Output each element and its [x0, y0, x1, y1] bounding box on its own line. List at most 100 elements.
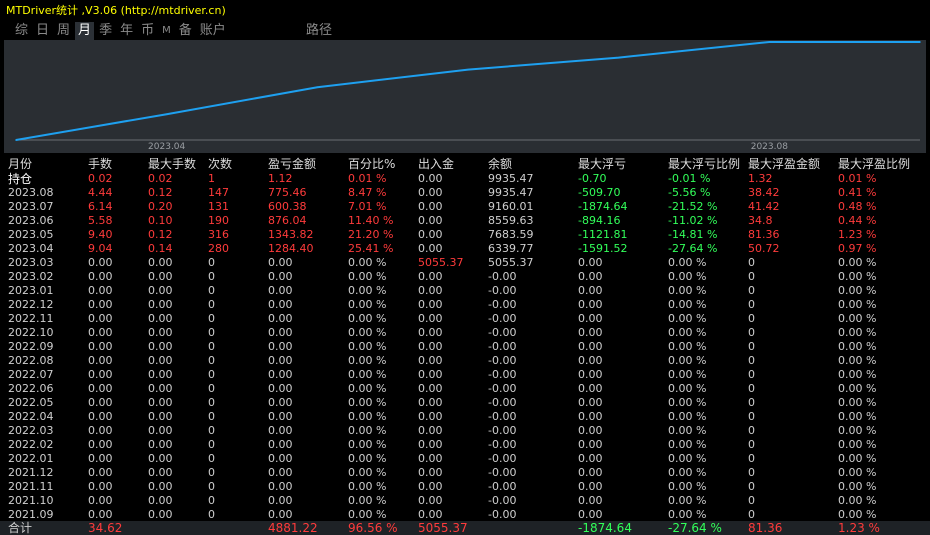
column-header[interactable]: 手数 [88, 157, 113, 171]
table-cell: 0.12 [148, 186, 173, 199]
table-row[interactable]: 2021.09 0.00 0.00 0 0.00 0.00 % 0.00 -0.00 0.00 0… [0, 508, 930, 522]
column-header[interactable]: 余额 [488, 157, 513, 171]
table-cell: 0.00 [148, 452, 173, 465]
table-cell: 0.00 [268, 256, 293, 269]
table-cell: 0.00 [88, 396, 113, 409]
table-cell: 0 [748, 312, 755, 325]
column-header[interactable]: 盈亏金额 [268, 157, 317, 171]
table-cell: -0.00 [488, 368, 517, 381]
table-row[interactable]: 2022.01 0.00 0.00 0 0.00 0.00 % 0.00 -0.00 0.00 0… [0, 452, 930, 466]
table-row[interactable]: 2022.05 0.00 0.00 0 0.00 0.00 % 0.00 -0.00 0.00 0… [0, 396, 930, 410]
table-cell: 0.00 [148, 466, 173, 479]
table-cell: 0.00 [268, 452, 293, 465]
table-cell: 0.20 [148, 200, 173, 213]
table-row[interactable]: 2023.01 0.00 0.00 0 0.00 0.00 % 0.00 -0.00 0.00 0… [0, 284, 930, 298]
table-cell: 131 [208, 200, 229, 213]
table-row[interactable]: 2023.08 4.44 0.12 147 775.46 8.47 % 0.00 9935.4… [0, 186, 930, 200]
table-cell: -1121.81 [578, 228, 628, 241]
tab-2[interactable]: 周 [57, 23, 71, 38]
table-cell: 2022.01 [8, 452, 54, 465]
table-cell: 0.02 [88, 172, 113, 185]
tab-8[interactable]: 备 [178, 23, 192, 38]
table-cell: 0 [748, 508, 755, 521]
tab-9[interactable]: 账户 [199, 23, 226, 38]
column-header[interactable]: 百分比% [348, 157, 396, 171]
table-row[interactable]: 2023.07 6.14 0.20 131 600.38 7.01 % 0.00 9160.0… [0, 200, 930, 214]
table-cell: 0.00 [88, 340, 113, 353]
column-header[interactable]: 最大手数 [148, 157, 197, 171]
table-row[interactable]: 2023.05 9.40 0.12 316 1343.82 21.20 % 0.00 7683… [0, 228, 930, 242]
table-cell: 0.00 [148, 494, 173, 507]
table-row[interactable]: 2022.10 0.00 0.00 0 0.00 0.00 % 0.00 -0.00 0.00 0… [0, 326, 930, 340]
tab-1[interactable]: 日 [36, 23, 50, 38]
table-cell: -0.00 [488, 396, 517, 409]
table-row[interactable]: 2022.08 0.00 0.00 0 0.00 0.00 % 0.00 -0.00 0.00 0… [0, 354, 930, 368]
table-row[interactable]: 2023.06 5.58 0.10 190 876.04 11.40 % 0.00 8559.… [0, 214, 930, 228]
table-cell: 9.40 [88, 228, 113, 241]
table-cell: 0.00 % [348, 382, 387, 395]
table-cell: 0.00 % [838, 424, 877, 437]
table-row[interactable]: 2021.11 0.00 0.00 0 0.00 0.00 % 0.00 -0.00 0.00 0… [0, 480, 930, 494]
table-row[interactable]: 2021.10 0.00 0.00 0 0.00 0.00 % 0.00 -0.00 0.00 0… [0, 494, 930, 508]
table-cell: -0.01 % [668, 172, 711, 185]
tab-5[interactable]: 年 [120, 23, 134, 38]
table-row[interactable]: 2022.06 0.00 0.00 0 0.00 0.00 % 0.00 -0.00 0.00 0… [0, 382, 930, 396]
table-cell: 0 [748, 284, 755, 297]
table-cell: 0.00 [88, 410, 113, 423]
table-row[interactable]: 2021.12 0.00 0.00 0 0.00 0.00 % 0.00 -0.00 0.00 0… [0, 466, 930, 480]
table-cell: 0.00 [418, 270, 443, 283]
column-header[interactable]: 月份 [8, 157, 33, 171]
table-row[interactable]: 2022.09 0.00 0.00 0 0.00 0.00 % 0.00 -0.00 0.00 0… [0, 340, 930, 354]
tab-6[interactable]: 币 [141, 23, 155, 38]
column-header[interactable]: 次数 [208, 157, 233, 171]
tab-0[interactable]: 综 [15, 23, 29, 38]
table-cell: 0.00 [418, 214, 443, 227]
table-cell: 0.00 [418, 452, 443, 465]
table-cell: 0.12 [148, 228, 173, 241]
table-cell: 0.00 [418, 508, 443, 521]
table-row[interactable]: 2023.02 0.00 0.00 0 0.00 0.00 % 0.00 -0.00 0.00 0… [0, 270, 930, 284]
table-cell: 0 [748, 270, 755, 283]
table-cell: 0.00 % [348, 410, 387, 423]
table-cell: 0.00 % [838, 354, 877, 367]
table-cell: 0.00 [268, 410, 293, 423]
table-row[interactable]: 2023.03 0.00 0.00 0 0.00 0.00 % 5055.37 5055.37… [0, 256, 930, 270]
table-cell: 21.20 % [348, 228, 394, 241]
column-header[interactable]: 最大浮亏 [578, 157, 627, 171]
table-cell: 0.00 % [668, 312, 707, 325]
table-row[interactable]: 2022.04 0.00 0.00 0 0.00 0.00 % 0.00 -0.00 0.00 0… [0, 410, 930, 424]
table-cell: 0.00 % [348, 354, 387, 367]
table-cell: 2022.06 [8, 382, 54, 395]
table-row[interactable]: 2022.02 0.00 0.00 0 0.00 0.00 % 0.00 -0.00 0.00 0… [0, 438, 930, 452]
table-cell: 280 [208, 242, 229, 255]
table-cell: 0.48 % [838, 200, 877, 213]
tab-3[interactable]: 月 [75, 22, 95, 40]
table-cell: 2022.12 [8, 298, 54, 311]
table-row[interactable]: 2023.04 9.04 0.14 280 1284.40 25.41 % 0.00 6339… [0, 242, 930, 256]
column-header[interactable]: 最大浮盈比例 [838, 157, 911, 171]
table-row[interactable]: 2022.12 0.00 0.00 0 0.00 0.00 % 0.00 -0.00 0.00 0… [0, 298, 930, 312]
table-cell: 1 [208, 172, 215, 185]
column-header[interactable]: 最大浮盈金额 [748, 157, 821, 171]
table-cell: 0.00 [268, 508, 293, 521]
table-cell: 0.00 % [668, 256, 707, 269]
table-cell: 2023.02 [8, 270, 54, 283]
table-row[interactable]: 2022.07 0.00 0.00 0 0.00 0.00 % 0.00 -0.00 0.00 0… [0, 368, 930, 382]
table-row[interactable]: 2022.11 0.00 0.00 0 0.00 0.00 % 0.00 -0.00 0.00 0… [0, 312, 930, 326]
table-row[interactable]: 持仓 0.02 0.02 1 1.12 0.01 % 0.00 9935.47 -0.70 -0.… [0, 172, 930, 186]
table-cell: 0 [748, 298, 755, 311]
table-cell: 0.00 [418, 438, 443, 451]
path-button[interactable]: 路径 [306, 23, 333, 38]
table-cell: 0 [748, 466, 755, 479]
column-header[interactable]: 出入金 [418, 157, 455, 171]
table-cell: 0 [208, 284, 215, 297]
tab-7[interactable]: M [162, 25, 171, 36]
table-cell: 0.00 [268, 354, 293, 367]
tab-4[interactable]: 季 [99, 23, 113, 38]
table-cell: 0.00 % [348, 452, 387, 465]
column-header[interactable]: 最大浮亏比例 [668, 157, 741, 171]
table-cell: 0.00 [148, 326, 173, 339]
table-row[interactable]: 2022.03 0.00 0.00 0 0.00 0.00 % 0.00 -0.00 0.00 0… [0, 424, 930, 438]
table-cell: 0.00 [578, 452, 603, 465]
table-cell: 2023.04 [8, 242, 54, 255]
